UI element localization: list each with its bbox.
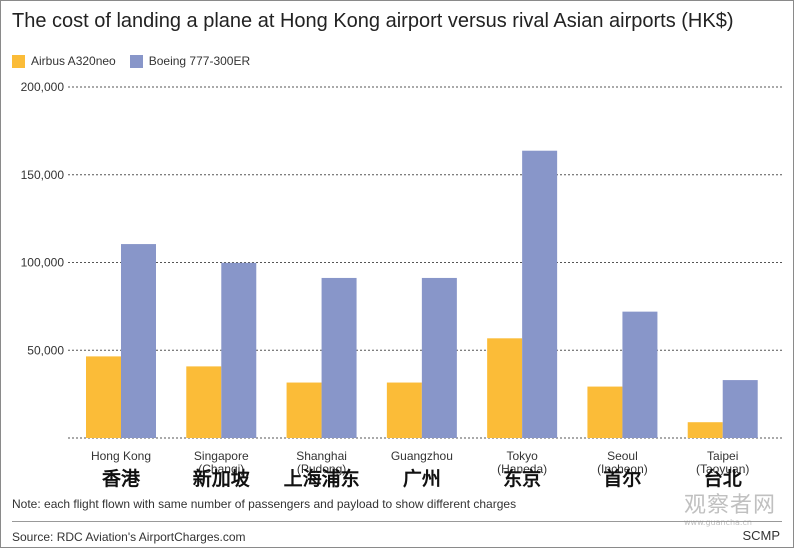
x-label-chinese-5: 首尔 [603, 467, 641, 490]
x-label-sub-1: (Changi) [198, 462, 244, 476]
chart-source: Source: RDC Aviation's AirportCharges.co… [12, 530, 246, 544]
bar-4-777 [522, 150, 558, 439]
bar-2-a320 [286, 382, 322, 438]
bar-2-777 [321, 277, 357, 438]
chart-credit: SCMP [742, 528, 780, 543]
x-label-6: Taipei [707, 449, 738, 463]
x-label-chinese-2: 上海浦东 [284, 467, 360, 490]
x-label-chinese-0: 香港 [101, 468, 141, 490]
chart-title: The cost of landing a plane at Hong Kong… [12, 10, 734, 32]
x-label-chinese-1: 新加坡 [193, 467, 251, 490]
x-label-0: Hong Kong [91, 449, 151, 463]
bar-chart: 50,000 100,000 150,000 200,000 Hong Kong 香港 Si… [21, 80, 784, 490]
x-label-sub-2: (Pudong) [297, 462, 346, 476]
legend-item-a320: Airbus A320neo [12, 54, 116, 68]
watermark-url: www.guancha.cn [684, 518, 752, 527]
x-label-chinese-4: 东京 [503, 467, 541, 490]
y-tick-label-1: 100,000 [21, 256, 65, 270]
x-label-sub-5: (Incheon) [597, 462, 648, 476]
bar-1-a320 [186, 366, 222, 438]
y-tick-label-3: 200,000 [21, 80, 65, 94]
chart-legend: Airbus A320neo Boeing 777-300ER [12, 54, 264, 68]
legend-item-777: Boeing 777-300ER [129, 54, 251, 68]
bar-0-777 [121, 244, 156, 438]
bar-0-a320 [86, 356, 121, 438]
bar-6-a320 [687, 422, 723, 438]
x-label-chinese-6: 台北 [704, 467, 742, 490]
legend-label-a320: Airbus A320neo [31, 54, 116, 68]
y-tick-label-0: 50,000 [27, 343, 64, 357]
x-label-chinese-3: 广州 [403, 467, 441, 490]
bar-5-777 [622, 311, 658, 438]
footer-divider [12, 521, 782, 522]
x-label-sub-4: (Haneda) [497, 462, 547, 476]
x-label-3: Guangzhou [391, 449, 453, 463]
bar-3-a320 [386, 382, 422, 438]
x-label-4: Tokyo [506, 449, 538, 463]
x-label-5: Seoul [607, 449, 638, 463]
bar-3-777 [421, 277, 457, 438]
watermark-logo: 观察者网 www.guancha.cn [684, 494, 780, 528]
x-label-sub-6: (Taoyuan) [696, 462, 749, 476]
legend-swatch-a320 [12, 54, 25, 68]
chart-note: Note: each flight flown with same number… [12, 497, 517, 511]
x-label-2: Shanghai [296, 449, 347, 463]
bar-4-a320 [487, 338, 523, 438]
bar-1-777 [221, 262, 257, 438]
legend-label-777: Boeing 777-300ER [148, 54, 251, 68]
x-label-1: Singapore [194, 449, 249, 463]
bar-5-a320 [587, 386, 623, 438]
bar-6-777 [722, 380, 758, 438]
y-tick-label-2: 150,000 [21, 168, 65, 182]
legend-swatch-777 [129, 54, 143, 68]
watermark-text: 观察者网 [684, 493, 777, 518]
